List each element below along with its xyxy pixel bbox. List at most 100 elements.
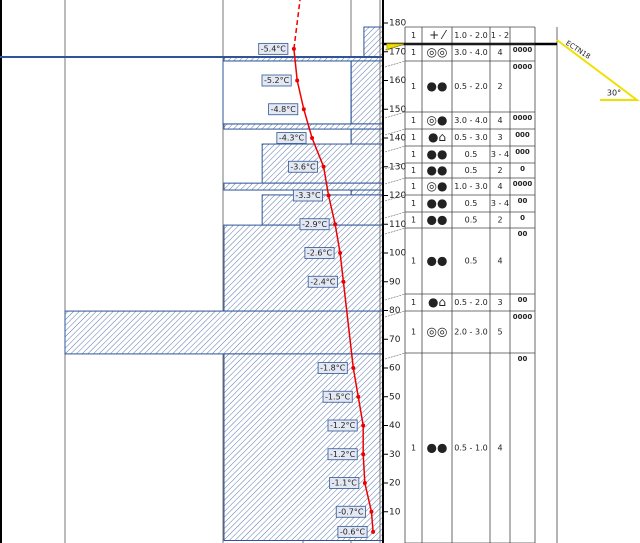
grain-form: ●⌂ xyxy=(428,130,446,144)
moisture: 000 xyxy=(515,148,530,156)
count: 1 xyxy=(411,199,416,208)
temperature-label: -1.5°C xyxy=(325,392,351,401)
temperature-point xyxy=(301,107,306,112)
depth-tick-label: 180 xyxy=(389,19,406,29)
leader-line xyxy=(384,162,406,170)
leader-line xyxy=(384,43,406,51)
temperature-label-box xyxy=(327,419,358,432)
leader-line xyxy=(384,211,406,219)
hardness: 3 - 4 xyxy=(491,150,509,159)
grain-size: 3.0 - 4.0 xyxy=(454,116,487,125)
leader-line xyxy=(384,128,406,136)
hardness: 4 xyxy=(497,48,502,57)
temperature-point xyxy=(333,222,338,227)
temperature-label-box xyxy=(327,448,358,461)
temperature-label: -5.2°C xyxy=(264,76,290,85)
leader-line xyxy=(384,310,406,318)
leader-line xyxy=(384,227,406,235)
hardness-layer xyxy=(64,310,384,355)
count: 1 xyxy=(411,116,416,125)
temperature-point xyxy=(310,136,315,140)
temperature-point xyxy=(361,423,366,428)
temperature-label-box xyxy=(287,160,319,173)
temperature-label: -1.2°C xyxy=(330,421,356,430)
temperature-label: -1.2°C xyxy=(330,450,356,459)
moisture: 0 xyxy=(520,165,525,173)
grain-form: ◎● xyxy=(427,179,448,193)
temperature-label: -2.4°C xyxy=(310,277,336,286)
hardness: 4 xyxy=(497,116,502,125)
temperature-label: -0.7°C xyxy=(338,507,364,516)
temperature-point xyxy=(341,279,346,284)
moisture: 0000 xyxy=(513,313,533,321)
depth-tick-label: 170 xyxy=(389,47,406,57)
temperature-label-box xyxy=(307,275,338,288)
slope-indicator xyxy=(556,39,640,101)
grain-size: 0.5 - 2.0 xyxy=(454,82,487,91)
hardness-layer xyxy=(350,128,384,145)
grain-form: ●⌂ xyxy=(428,295,446,309)
depth-tick-label: 120 xyxy=(389,191,406,201)
depth-tick-label: 70 xyxy=(389,335,401,345)
depth-tick-label: 140 xyxy=(389,134,406,144)
hardness: 2 xyxy=(497,216,502,225)
moisture: 00 xyxy=(518,197,528,205)
temperature-point xyxy=(321,164,326,169)
temperature-label-box xyxy=(329,477,360,489)
leader-line xyxy=(384,111,406,119)
moisture: 0000 xyxy=(513,114,533,122)
hardness: 4 xyxy=(497,257,502,266)
count: 1 xyxy=(411,82,416,91)
leader-line xyxy=(384,60,406,68)
temperature-point xyxy=(295,78,300,83)
moisture: 000 xyxy=(515,131,530,139)
grain-form: ●● xyxy=(427,147,448,161)
temperature-label-box xyxy=(335,505,366,518)
grain-form: + ⁄ xyxy=(429,28,448,42)
count: 1 xyxy=(411,166,416,175)
temperature-label: -0.6°C xyxy=(340,527,366,536)
leader-line xyxy=(384,352,406,360)
grain-size: 0.5 xyxy=(465,257,478,266)
grain-form: ◎◎ xyxy=(427,45,448,59)
temperature-label-box xyxy=(337,525,368,538)
count: 1 xyxy=(411,150,416,159)
grain-size: 0.5 - 3.0 xyxy=(454,133,487,142)
hardness-layer xyxy=(223,123,384,130)
grain-form: ●● xyxy=(427,79,448,93)
temperature-point xyxy=(356,394,361,399)
count: 1 xyxy=(411,444,416,453)
temperature-extension xyxy=(293,0,301,49)
depth-tick-label: 10 xyxy=(389,507,401,517)
hardness-layer xyxy=(223,182,384,191)
moisture: 0 xyxy=(520,214,525,222)
hardness: 3 xyxy=(497,298,502,307)
grain-size: 0.5 - 1.0 xyxy=(454,444,487,453)
grain-size: 0.5 xyxy=(465,166,478,175)
temperature-label: -3.3°C xyxy=(295,191,321,200)
depth-tick-label: 80 xyxy=(389,306,401,316)
moisture: 00 xyxy=(518,296,528,304)
temperature-point xyxy=(291,46,296,51)
temperature-point xyxy=(361,452,366,457)
grain-form: ●● xyxy=(427,213,448,227)
count: 1 xyxy=(411,216,416,225)
count: 1 xyxy=(411,182,416,191)
grain-form: ●● xyxy=(427,196,448,210)
moisture: 0000 xyxy=(513,63,533,71)
temperature-label: -5.4°C xyxy=(261,44,287,53)
hardness-layer xyxy=(350,189,384,196)
depth-tick-label: 50 xyxy=(389,392,401,402)
temperature-label-box xyxy=(268,103,299,116)
moisture: 0000 xyxy=(513,46,533,54)
moisture: 00 xyxy=(518,230,528,238)
temperature-point xyxy=(362,481,367,485)
grain-size: 0.5 xyxy=(465,150,478,159)
temperature-label-box xyxy=(299,218,330,231)
leader-line xyxy=(384,293,406,301)
temperature-label: -3.6°C xyxy=(290,162,316,171)
depth-tick-label: 160 xyxy=(389,76,406,86)
leader-line xyxy=(384,145,406,153)
count: 1 xyxy=(411,31,416,40)
depth-tick-label: 130 xyxy=(389,162,406,172)
